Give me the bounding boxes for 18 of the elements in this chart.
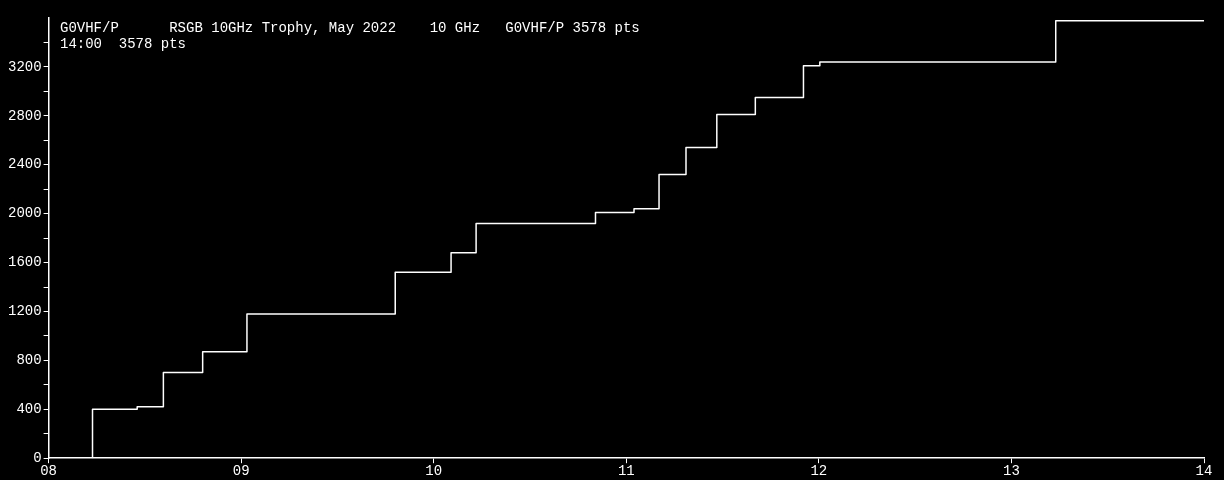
x-tick-label: 14 [1195,463,1213,480]
x-tick-label: 09 [232,463,250,480]
y-tick-label: 1200 [8,303,42,320]
x-tick-label: 10 [425,463,443,480]
chart-title: G0VHF/P RSGB 10GHz Trophy, May 2022 10 GHz G0VHF/P 3578 pts [60,20,640,36]
x-tick-label: 12 [810,463,828,480]
y-tick-label: 2800 [8,107,42,124]
y-tick-label: 1600 [8,254,42,271]
text: 14:00 3578 pts [60,36,188,52]
y-tick-label: 0 [33,449,42,466]
y-tick-label: 2000 [8,205,42,222]
x-tick-label: 08 [40,463,58,480]
y-tick-label: 2400 [8,156,42,173]
x-tick-label: 13 [1003,463,1020,480]
y-tick-label: 400 [16,400,42,417]
x-tick-label: 11 [617,463,635,480]
y-tick-label: 3200 [8,58,42,75]
y-tick-label: 800 [16,352,42,369]
